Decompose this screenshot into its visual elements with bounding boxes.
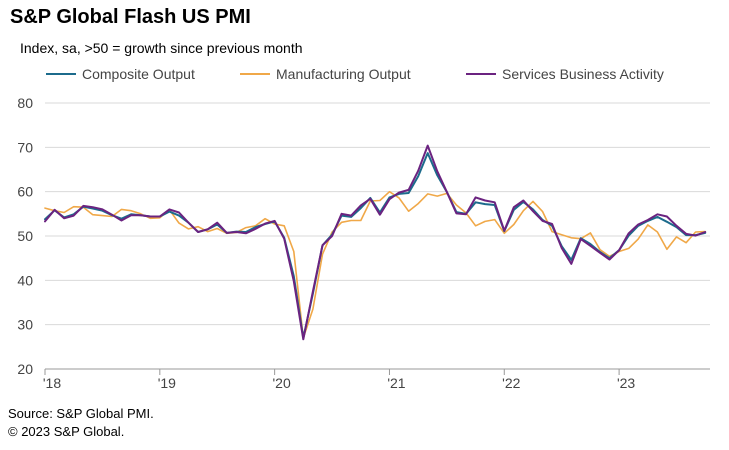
- legend-item-composite: Composite Output: [46, 66, 195, 82]
- y-tick-label-20: 20: [17, 361, 33, 377]
- y-tick-label-60: 60: [17, 184, 33, 200]
- legend-label-composite: Composite Output: [82, 66, 195, 82]
- x-tick-label-3: '21: [387, 375, 405, 391]
- composite-output-line: [44, 152, 707, 339]
- manufacturing-output-line: [44, 190, 707, 339]
- y-tick-label-30: 30: [17, 317, 33, 333]
- x-tick-label-0: '18: [43, 375, 61, 391]
- x-tick-label-5: '23: [617, 375, 635, 391]
- x-tick-label-2: '20: [273, 375, 291, 391]
- y-tick-label-50: 50: [17, 228, 33, 244]
- legend-label-manufacturing: Manufacturing Output: [276, 66, 411, 82]
- y-tick-label-70: 70: [17, 139, 33, 155]
- legend-label-services: Services Business Activity: [502, 66, 664, 82]
- chart-title: S&P Global Flash US PMI: [10, 6, 251, 28]
- x-tick-label-1: '19: [158, 375, 176, 391]
- x-tick-label-4: '22: [502, 375, 520, 391]
- chart-subtitle: Index, sa, >50 = growth since previous m…: [20, 40, 303, 56]
- y-tick-label-40: 40: [17, 272, 33, 288]
- legend-item-manufacturing: Manufacturing Output: [240, 66, 411, 82]
- legend-swatch-manufacturing: [240, 73, 270, 75]
- legend-item-services: Services Business Activity: [466, 66, 664, 82]
- y-tick-label-80: 80: [17, 95, 33, 111]
- legend-swatch-services: [466, 73, 496, 75]
- source-note: Source: S&P Global PMI.: [8, 406, 154, 421]
- services-business-activity-line: [44, 144, 707, 341]
- copyright-note: © 2023 S&P Global.: [8, 424, 125, 439]
- legend-swatch-composite: [46, 73, 76, 75]
- chart-footer: Source: S&P Global PMI. © 2023 S&P Globa…: [8, 405, 154, 441]
